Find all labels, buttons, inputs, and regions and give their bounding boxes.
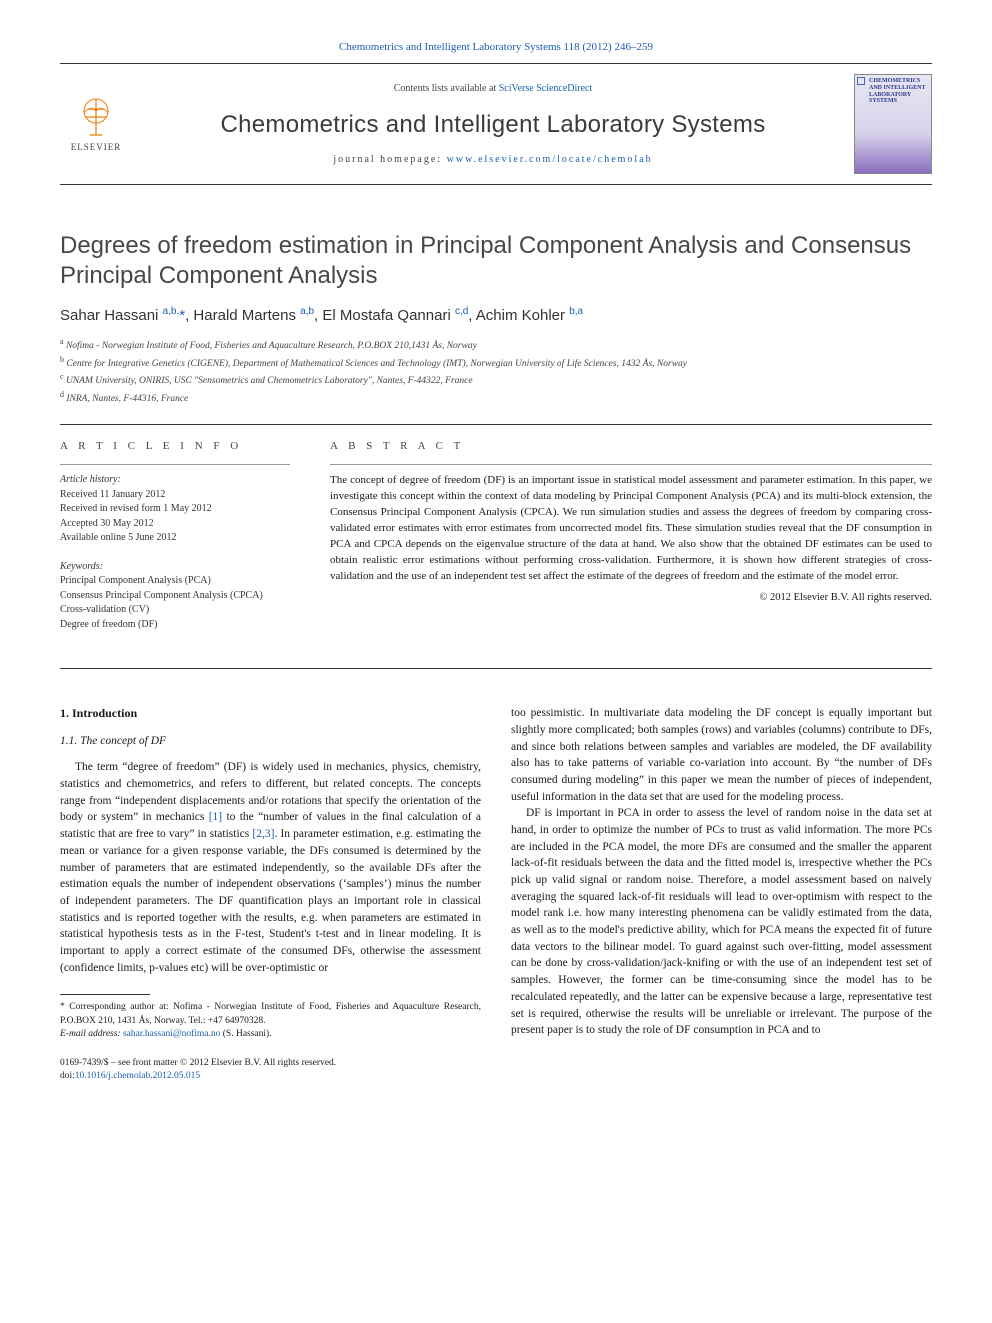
ref-2-3[interactable]: [2,3] <box>252 828 274 840</box>
email-suffix: (S. Hassani). <box>220 1029 271 1039</box>
article-info-heading: A R T I C L E I N F O <box>60 439 290 454</box>
journal-title: Chemometrics and Intelligent Laboratory … <box>144 108 842 142</box>
publisher-name: ELSEVIER <box>71 141 122 154</box>
abstract-heading: A B S T R A C T <box>330 439 932 454</box>
contents-line: Contents lists available at SciVerse Sci… <box>144 82 842 96</box>
affiliation: a Nofima - Norwegian Institute of Food, … <box>60 336 932 353</box>
history-line: Received 11 January 2012 <box>60 488 290 503</box>
corresponding-author-footnote: * Corresponding author at: Nofima - Norw… <box>60 1001 481 1041</box>
ref-1[interactable]: [1] <box>209 811 222 823</box>
rule-top <box>60 424 932 425</box>
author-email[interactable]: sahar.hassani@nofima.no <box>123 1029 220 1039</box>
article-info-column: A R T I C L E I N F O Article history: R… <box>60 439 290 646</box>
homepage-link[interactable]: www.elsevier.com/locate/chemolab <box>447 154 653 165</box>
abs-rule <box>330 464 932 465</box>
homepage-line: journal homepage: www.elsevier.com/locat… <box>144 153 842 167</box>
article-history: Article history: Received 11 January 201… <box>60 473 290 546</box>
col2-content: too pessimistic. In multivariate data mo… <box>511 705 932 1038</box>
sciencedirect-link[interactable]: SciVerse ScienceDirect <box>499 83 593 94</box>
page: Chemometrics and Intelligent Laboratory … <box>0 0 992 1124</box>
footnote-text: * Corresponding author at: Nofima - Norw… <box>60 1001 481 1028</box>
email-label: E-mail address: <box>60 1029 123 1039</box>
top-citation[interactable]: Chemometrics and Intelligent Laboratory … <box>60 40 932 55</box>
body-para-3: DF is important in PCA in order to asses… <box>511 805 932 1038</box>
contents-prefix: Contents lists available at <box>394 83 499 94</box>
journal-header: ELSEVIER Contents lists available at Sci… <box>60 63 932 185</box>
homepage-prefix: journal homepage: <box>333 154 446 165</box>
subsection-heading: 1.1. The concept of DF <box>60 733 481 750</box>
keyword: Consensus Principal Component Analysis (… <box>60 589 290 604</box>
cover-text: CHEMOMETRICS AND INTELLIGENT LABORATORY … <box>869 78 931 104</box>
keyword: Principal Component Analysis (PCA) <box>60 574 290 589</box>
front-matter-line: 0169-7439/$ – see front matter © 2012 El… <box>60 1057 481 1070</box>
affiliation: d INRA, Nantes, F-44316, France <box>60 389 932 406</box>
rule-bottom <box>60 668 932 669</box>
doi-link[interactable]: 10.1016/j.chemolab.2012.05.015 <box>75 1071 200 1081</box>
publisher-logo: ELSEVIER <box>60 85 132 163</box>
body-para-1: The term “degree of freedom” (DF) is wid… <box>60 759 481 976</box>
journal-cover-thumb: CHEMOMETRICS AND INTELLIGENT LABORATORY … <box>854 74 932 174</box>
meta-abstract-row: A R T I C L E I N F O Article history: R… <box>60 439 932 646</box>
history-label: Article history: <box>60 473 290 488</box>
keywords-label: Keywords: <box>60 560 290 575</box>
history-line: Available online 5 June 2012 <box>60 531 290 546</box>
doi-prefix: doi: <box>60 1071 75 1081</box>
body-columns: 1. Introduction 1.1. The concept of DF T… <box>60 705 932 1083</box>
keywords-block: Keywords: Principal Component Analysis (… <box>60 560 290 633</box>
col1-content: 1. Introduction 1.1. The concept of DF T… <box>60 705 481 1083</box>
keyword: Degree of freedom (DF) <box>60 618 290 633</box>
abstract-text: The concept of degree of freedom (DF) is… <box>330 473 932 585</box>
body-para-2: too pessimistic. In multivariate data mo… <box>511 705 932 805</box>
keyword: Cross-validation (CV) <box>60 603 290 618</box>
elsevier-tree-icon <box>74 95 118 139</box>
bottom-meta: 0169-7439/$ – see front matter © 2012 El… <box>60 1057 481 1084</box>
footnote-separator <box>60 994 150 995</box>
article-title: Degrees of freedom estimation in Princip… <box>60 231 932 291</box>
abstract-copyright: © 2012 Elsevier B.V. All rights reserved… <box>330 591 932 606</box>
abstract-column: A B S T R A C T The concept of degree of… <box>330 439 932 646</box>
meta-rule <box>60 464 290 465</box>
history-line: Received in revised form 1 May 2012 <box>60 502 290 517</box>
history-line: Accepted 30 May 2012 <box>60 517 290 532</box>
header-center: Contents lists available at SciVerse Sci… <box>144 82 842 168</box>
section-heading: 1. Introduction <box>60 705 481 722</box>
affiliations: a Nofima - Norwegian Institute of Food, … <box>60 336 932 406</box>
affiliation: b Centre for Integrative Genetics (CIGEN… <box>60 354 932 371</box>
affiliation: c UNAM University, ONIRIS, USC "Sensomet… <box>60 371 932 388</box>
author-list: Sahar Hassani a,b,*, Harald Martens a,b,… <box>60 305 932 326</box>
